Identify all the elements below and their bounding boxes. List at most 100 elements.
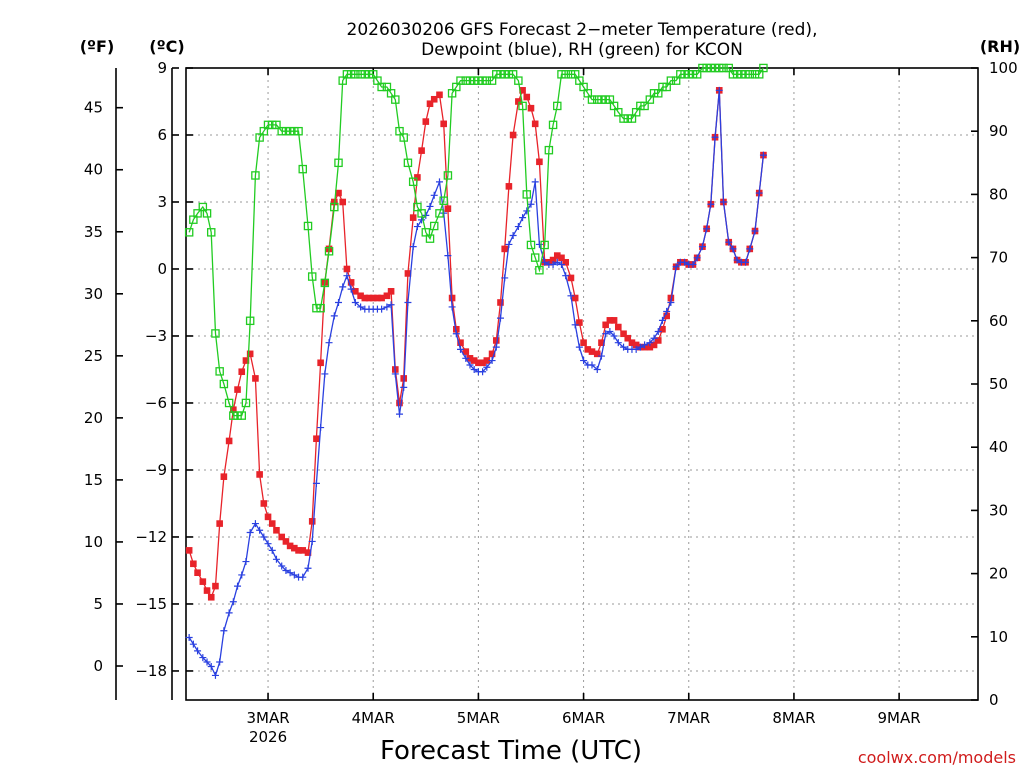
data-point — [391, 95, 400, 104]
data-point — [571, 294, 579, 302]
data-point — [509, 131, 517, 139]
data-point — [378, 305, 386, 313]
data-point — [610, 317, 618, 324]
data-point — [640, 101, 649, 111]
time-tick-label: 7MAR — [667, 709, 710, 727]
data-point — [439, 196, 448, 205]
data-point — [553, 252, 561, 259]
data-point — [404, 298, 412, 306]
data-point — [733, 256, 741, 264]
data-point — [199, 578, 207, 585]
data-point — [357, 303, 365, 311]
data-point — [567, 274, 575, 282]
data-point — [588, 361, 596, 369]
data-point — [317, 359, 324, 367]
data-point — [549, 261, 557, 269]
data-point — [444, 252, 452, 260]
data-point — [426, 100, 434, 108]
data-point — [518, 101, 527, 111]
data-point — [260, 500, 268, 507]
data-point — [745, 70, 755, 79]
data-point — [597, 352, 605, 360]
data-point — [260, 533, 268, 541]
time-tick-label: 3MAR — [246, 709, 289, 727]
data-point — [351, 298, 359, 306]
data-point — [488, 350, 496, 358]
data-point — [667, 294, 675, 302]
data-point — [492, 337, 500, 344]
data-point — [650, 341, 658, 349]
plot-border — [185, 67, 979, 701]
data-point — [598, 339, 605, 346]
data-point — [580, 339, 587, 346]
data-point — [508, 70, 518, 79]
data-point — [207, 663, 215, 671]
data-point — [391, 370, 399, 378]
time-tick-label: 8MAR — [772, 709, 815, 727]
data-point — [387, 288, 395, 295]
data-point — [429, 221, 439, 231]
data-point — [396, 410, 404, 418]
data-point — [365, 294, 373, 302]
data-point — [759, 151, 767, 159]
data-point — [330, 202, 339, 212]
data-point — [278, 562, 286, 570]
data-point — [681, 258, 689, 266]
data-point — [418, 147, 425, 154]
data-point — [519, 87, 526, 94]
celsius-tick-label: −6 — [145, 394, 167, 412]
data-point — [238, 571, 246, 579]
data-point — [225, 437, 233, 445]
data-point — [667, 298, 675, 306]
data-point — [378, 294, 385, 302]
data-point — [470, 365, 478, 373]
data-point — [194, 569, 201, 577]
data-point — [693, 254, 701, 262]
data-point — [335, 298, 343, 306]
data-point — [628, 339, 636, 346]
data-point — [229, 598, 237, 606]
data-point — [413, 223, 421, 231]
data-point — [614, 323, 622, 331]
rh-tick-label: 20 — [989, 565, 1008, 583]
data-point — [602, 330, 610, 338]
data-point — [558, 254, 565, 262]
data-point — [751, 227, 759, 235]
data-point — [425, 234, 435, 243]
data-point — [535, 240, 543, 248]
data-point — [663, 307, 671, 315]
data-point — [351, 70, 360, 79]
axis-units: (ºF) (ºC) (RH) — [80, 37, 1020, 56]
celsius-tick-label: −3 — [145, 327, 167, 345]
data-point — [462, 354, 470, 362]
series-temperature — [185, 87, 767, 601]
time-tick-label: 9MAR — [878, 709, 921, 727]
data-point — [184, 228, 194, 237]
data-point — [759, 63, 768, 73]
fahrenheit-tick-label: 5 — [93, 595, 103, 613]
rh-tick-label: 70 — [989, 249, 1008, 267]
data-point — [654, 337, 662, 344]
data-point — [286, 569, 294, 577]
data-point — [396, 399, 403, 407]
time-tick-sublabel: 2026 — [249, 728, 287, 746]
fahrenheit-tick-label: 45 — [84, 99, 103, 117]
data-point — [320, 278, 330, 288]
data-point — [251, 171, 260, 180]
data-point — [216, 520, 223, 527]
data-point — [212, 582, 219, 590]
data-point — [624, 334, 632, 342]
data-point — [553, 258, 561, 266]
data-point — [430, 95, 438, 103]
rh-tick-label: 0 — [989, 691, 999, 709]
data-point — [663, 312, 670, 320]
data-point — [492, 343, 500, 351]
data-point — [650, 334, 658, 342]
data-point — [220, 627, 228, 635]
data-point — [593, 365, 601, 373]
data-point — [646, 339, 654, 347]
data-point — [256, 526, 264, 534]
data-point — [448, 294, 456, 302]
data-point — [501, 274, 509, 282]
data-point — [666, 76, 676, 85]
